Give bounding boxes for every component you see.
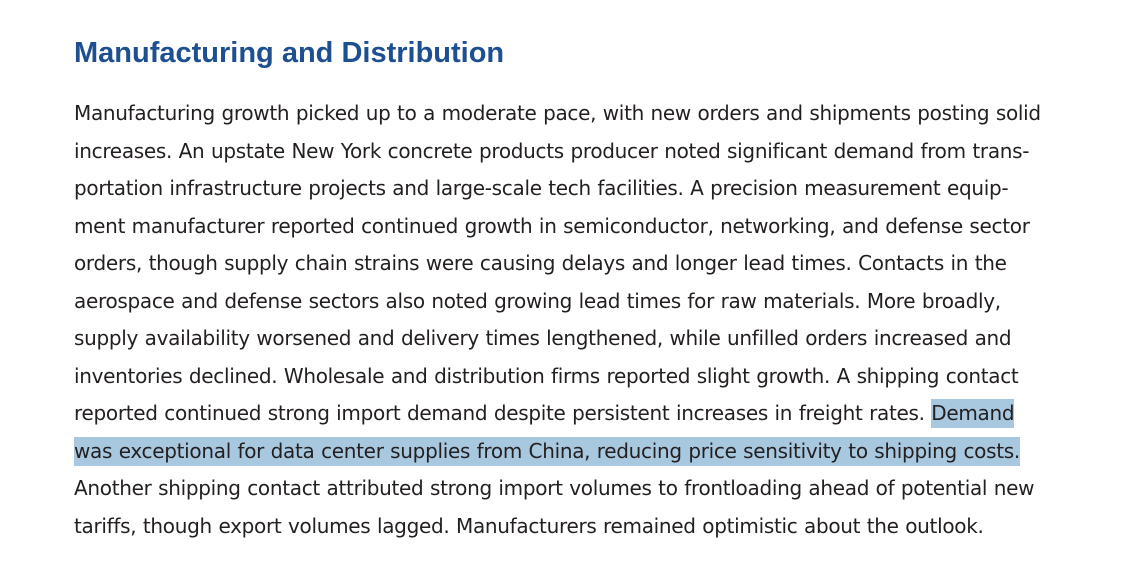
paragraph-line: inventories declined. Wholesale and dist…: [74, 363, 1019, 388]
body-paragraph[interactable]: Manufacturing growth picked up to a mode…: [74, 95, 1041, 545]
paragraph-line: reported continued strong import demand …: [74, 395, 1041, 433]
text-selection-highlight[interactable]: Demand: [931, 399, 1015, 428]
paragraph-line: increases. An upstate New York concrete …: [74, 138, 1030, 163]
paragraph-line: was exceptional for data center supplies…: [74, 433, 1041, 471]
paragraph-line: Manufacturing growth picked up to a mode…: [74, 101, 1041, 125]
paragraph-line: portation infrastructure projects and la…: [74, 176, 1009, 200]
paragraph-line: Another shipping contact attributed stro…: [74, 476, 1035, 500]
text-selection-highlight[interactable]: was exceptional for data center supplies…: [74, 436, 1020, 466]
section-heading: Manufacturing and Distribution: [74, 37, 505, 69]
paragraph-text: reported continued strong import demand …: [74, 401, 932, 425]
paragraph-line: aerospace and defense sectors also noted…: [74, 288, 1001, 313]
paragraph-line: orders, though supply chain strains were…: [74, 251, 1007, 275]
paragraph-line: ment manufacturer reported continued gro…: [74, 213, 1030, 238]
paragraph-line: supply availability worsened and deliver…: [74, 326, 1012, 350]
paragraph-line: tariffs, though export volumes lagged. M…: [74, 513, 984, 538]
